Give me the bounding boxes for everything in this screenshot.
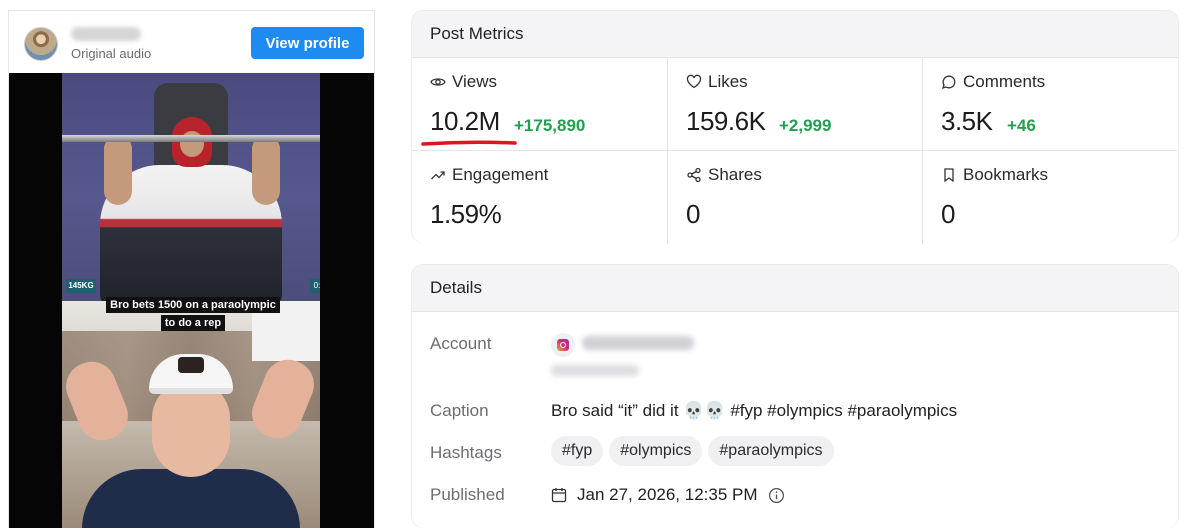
published-label: Published xyxy=(430,485,505,504)
shares-label-row: Shares xyxy=(686,165,762,185)
post-metrics-title: Post Metrics xyxy=(430,24,524,43)
post-metrics-panel: Post Metrics Views 10.2M +175,890 Likes … xyxy=(411,10,1179,244)
heart-icon xyxy=(686,74,702,89)
metric-bookmarks: Bookmarks 0 xyxy=(922,151,1177,244)
metric-engagement: Engagement 1.59% xyxy=(412,151,667,244)
likes-delta: +2,999 xyxy=(779,116,832,135)
comments-value: 3.5K xyxy=(941,106,993,136)
metric-likes: Likes 159.6K +2,999 xyxy=(667,58,922,151)
avatar[interactable] xyxy=(24,27,58,61)
metric-views: Views 10.2M +175,890 xyxy=(412,58,667,151)
views-delta: +175,890 xyxy=(514,116,586,135)
video-frame-top: 145KG 0: xyxy=(62,73,320,301)
video-card: Original audio View profile 145KG 0: xyxy=(8,10,375,528)
details-panel: Details Account Caption Bro said “it” di… xyxy=(411,264,1179,528)
username-blurred[interactable] xyxy=(71,27,141,41)
video-subtitle: Bro bets 1500 on a paraolympic to do a r… xyxy=(103,295,283,331)
bookmarks-label-row: Bookmarks xyxy=(941,165,1048,185)
views-value: 10.2M xyxy=(430,106,500,136)
account-handle-blurred[interactable] xyxy=(551,365,639,376)
subtitle-line-2: to do a rep xyxy=(160,315,226,331)
bookmarks-label: Bookmarks xyxy=(963,165,1049,184)
caption-label: Caption xyxy=(430,401,489,420)
barbell xyxy=(62,135,320,142)
athlete-arm-left xyxy=(104,135,132,205)
hashtag-list: #fyp #olympics #paraolympics xyxy=(551,436,834,466)
view-profile-button[interactable]: View profile xyxy=(251,27,364,59)
trend-icon xyxy=(431,171,445,180)
account-label: Account xyxy=(430,334,492,353)
bookmarks-value: 0 xyxy=(941,199,955,229)
account-name-blurred[interactable] xyxy=(582,336,694,350)
bookmark-icon xyxy=(944,168,954,183)
details-title: Details xyxy=(430,278,482,297)
weight-label: 145KG xyxy=(66,279,96,293)
caption-text: Bro said “it” did it 💀💀 #fyp #olympics #… xyxy=(551,401,958,420)
comments-delta: +46 xyxy=(1007,116,1036,135)
hashtag-chip[interactable]: #paraolympics xyxy=(708,436,834,466)
likes-value: 159.6K xyxy=(686,106,766,136)
share-icon xyxy=(687,167,701,183)
athlete-arm-right xyxy=(252,135,280,205)
details-body: Account Caption Bro said “it” did it 💀💀 … xyxy=(412,311,1178,528)
comment-icon xyxy=(941,75,956,90)
hashtag-chip[interactable]: #olympics xyxy=(609,436,703,466)
person-head xyxy=(152,381,230,477)
engagement-label-row: Engagement xyxy=(430,165,548,185)
hashtag-chip[interactable]: #fyp xyxy=(551,436,604,466)
eye-icon xyxy=(430,78,446,86)
metrics-grid: Views 10.2M +175,890 Likes 159.6K +2,999… xyxy=(412,57,1178,244)
engagement-label: Engagement xyxy=(452,165,549,184)
comments-label: Comments xyxy=(963,72,1046,91)
comments-label-row: Comments xyxy=(941,72,1045,92)
red-underline-annotation xyxy=(421,140,517,146)
metric-comments: Comments 3.5K +46 xyxy=(922,58,1177,151)
engagement-value: 1.59% xyxy=(430,199,502,229)
card-header: Original audio View profile xyxy=(9,11,374,73)
published-date: Jan 27, 2026, 12:35 PM xyxy=(577,485,758,504)
metric-shares: Shares 0 xyxy=(667,151,922,244)
likes-label: Likes xyxy=(708,72,748,91)
views-label-row: Views xyxy=(430,72,497,92)
hashtags-label: Hashtags xyxy=(430,443,502,462)
calendar-icon xyxy=(551,488,567,503)
subtitle-line-1: Bro bets 1500 on a paraolympic xyxy=(106,297,280,313)
published-row: Jan 27, 2026, 12:35 PM xyxy=(551,485,785,505)
cap-logo xyxy=(178,357,204,373)
video-player[interactable]: 145KG 0: Bro bets 1500 on a paraolympic … xyxy=(9,73,374,528)
views-label: Views xyxy=(452,72,498,91)
instagram-icon xyxy=(551,333,575,357)
video-frame-bottom xyxy=(62,301,320,528)
weight-label-right: 0: xyxy=(310,279,320,293)
likes-label-row: Likes xyxy=(686,72,748,92)
shares-value: 0 xyxy=(686,199,700,229)
audio-label[interactable]: Original audio xyxy=(71,46,152,61)
shares-label: Shares xyxy=(708,165,762,184)
person-shirt xyxy=(82,469,300,528)
info-icon[interactable] xyxy=(768,487,785,504)
